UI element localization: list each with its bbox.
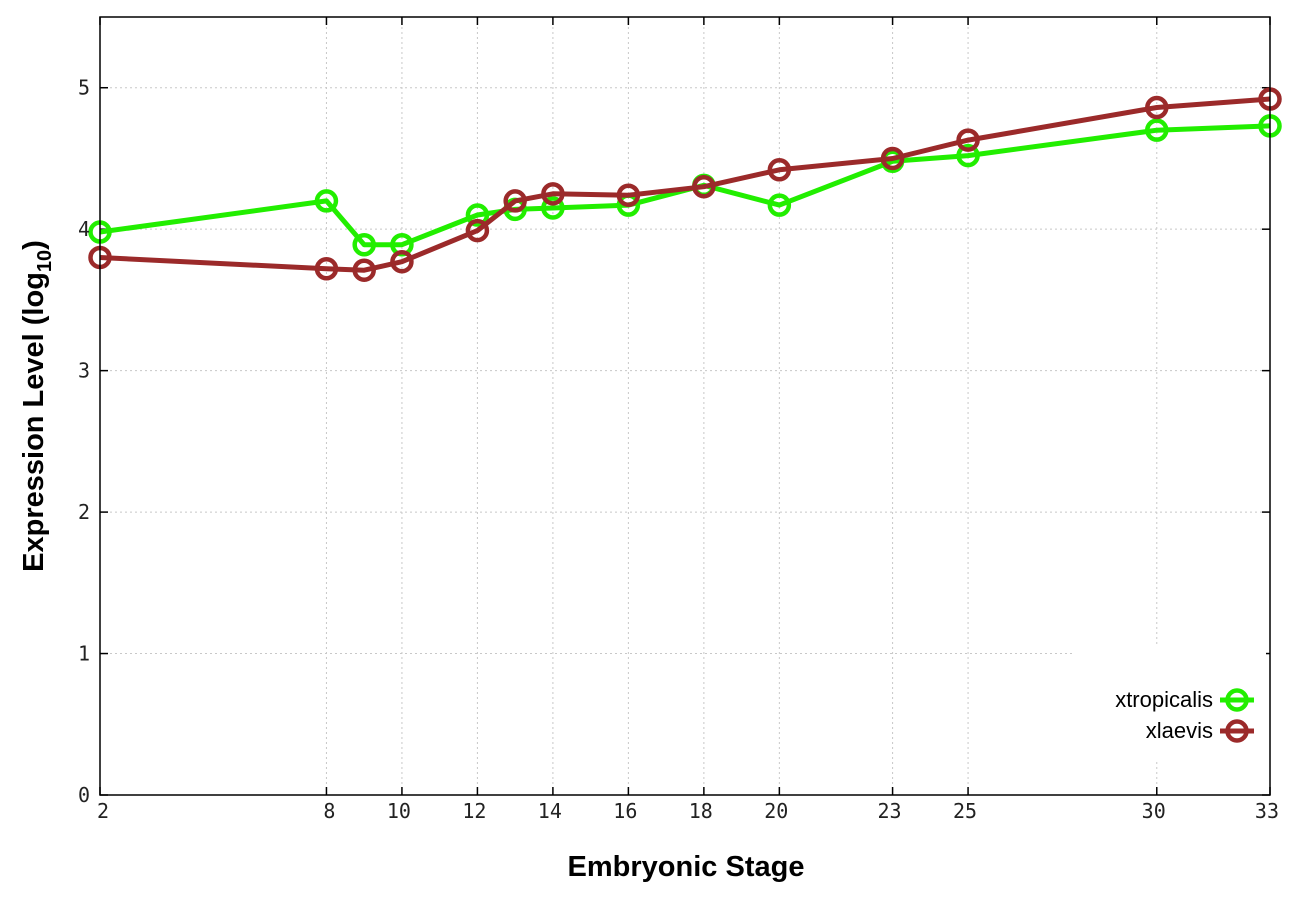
x-tick-label: 30 (1142, 799, 1166, 823)
y-tick-label: 5 (78, 76, 90, 100)
data-point-xlaevis (1145, 95, 1169, 120)
x-tick-label: 2 (97, 799, 109, 823)
data-point-xlaevis (465, 218, 490, 243)
y-axis-title: Expression Level (log10) (18, 240, 56, 572)
x-tick-label: 25 (953, 799, 977, 823)
data-point-xlaevis (880, 146, 905, 171)
data-point-xtropicalis (1145, 118, 1169, 142)
y-tick-label: 4 (78, 217, 90, 241)
legend-marker-xlaevis (1225, 719, 1249, 743)
legend-label-xtropicalis: xtropicalis (1115, 687, 1213, 712)
data-point-xtropicalis (956, 143, 980, 168)
y-tick-label: 2 (78, 500, 90, 524)
data-point-xtropicalis (465, 203, 490, 227)
data-point-xlaevis (352, 258, 376, 282)
y-tick-label: 0 (78, 783, 90, 807)
x-tick-label: 18 (689, 799, 713, 823)
y-axis-title-main: Expression Level (log (18, 272, 50, 572)
y-axis-title-close: ) (18, 240, 50, 250)
x-tick-label: 12 (462, 799, 486, 823)
data-point-xlaevis (503, 189, 527, 213)
data-point-xlaevis (767, 158, 792, 182)
data-point-xlaevis (541, 182, 565, 206)
data-point-xtropicalis (767, 193, 792, 217)
series-lines (88, 87, 1282, 282)
x-tick-label: 8 (323, 799, 335, 823)
plot-frame (99, 16, 1271, 796)
legend: xtropicalis xlaevis (1072, 644, 1266, 759)
series-line-xlaevis (99, 96, 1271, 273)
data-point-xlaevis (956, 128, 980, 152)
data-point-xlaevis (314, 257, 339, 281)
data-point-xtropicalis (541, 196, 565, 220)
x-tick-label: 14 (538, 799, 562, 823)
y-axis-title-subscript: 10 (34, 250, 56, 272)
data-point-xlaevis (616, 183, 641, 207)
legend-marker-xtropicalis (1225, 688, 1249, 712)
data-point-xtropicalis (314, 189, 339, 213)
x-tick-label: 33 (1255, 799, 1279, 823)
x-axis-title: Embryonic Stage (568, 851, 805, 883)
x-tick-label: 10 (387, 799, 411, 823)
y-tick-label: 1 (78, 642, 90, 666)
x-tick-label: 20 (764, 799, 788, 823)
data-point-xtropicalis (352, 232, 376, 257)
data-point-xlaevis (390, 249, 414, 274)
x-tick-label: 16 (613, 799, 637, 823)
x-tick-label: 23 (877, 799, 901, 823)
series-line-xtropicalis (99, 123, 1271, 248)
data-point-xlaevis (692, 174, 716, 199)
legend-label-xlaevis: xlaevis (1146, 718, 1213, 743)
y-tick-label: 3 (78, 359, 90, 383)
